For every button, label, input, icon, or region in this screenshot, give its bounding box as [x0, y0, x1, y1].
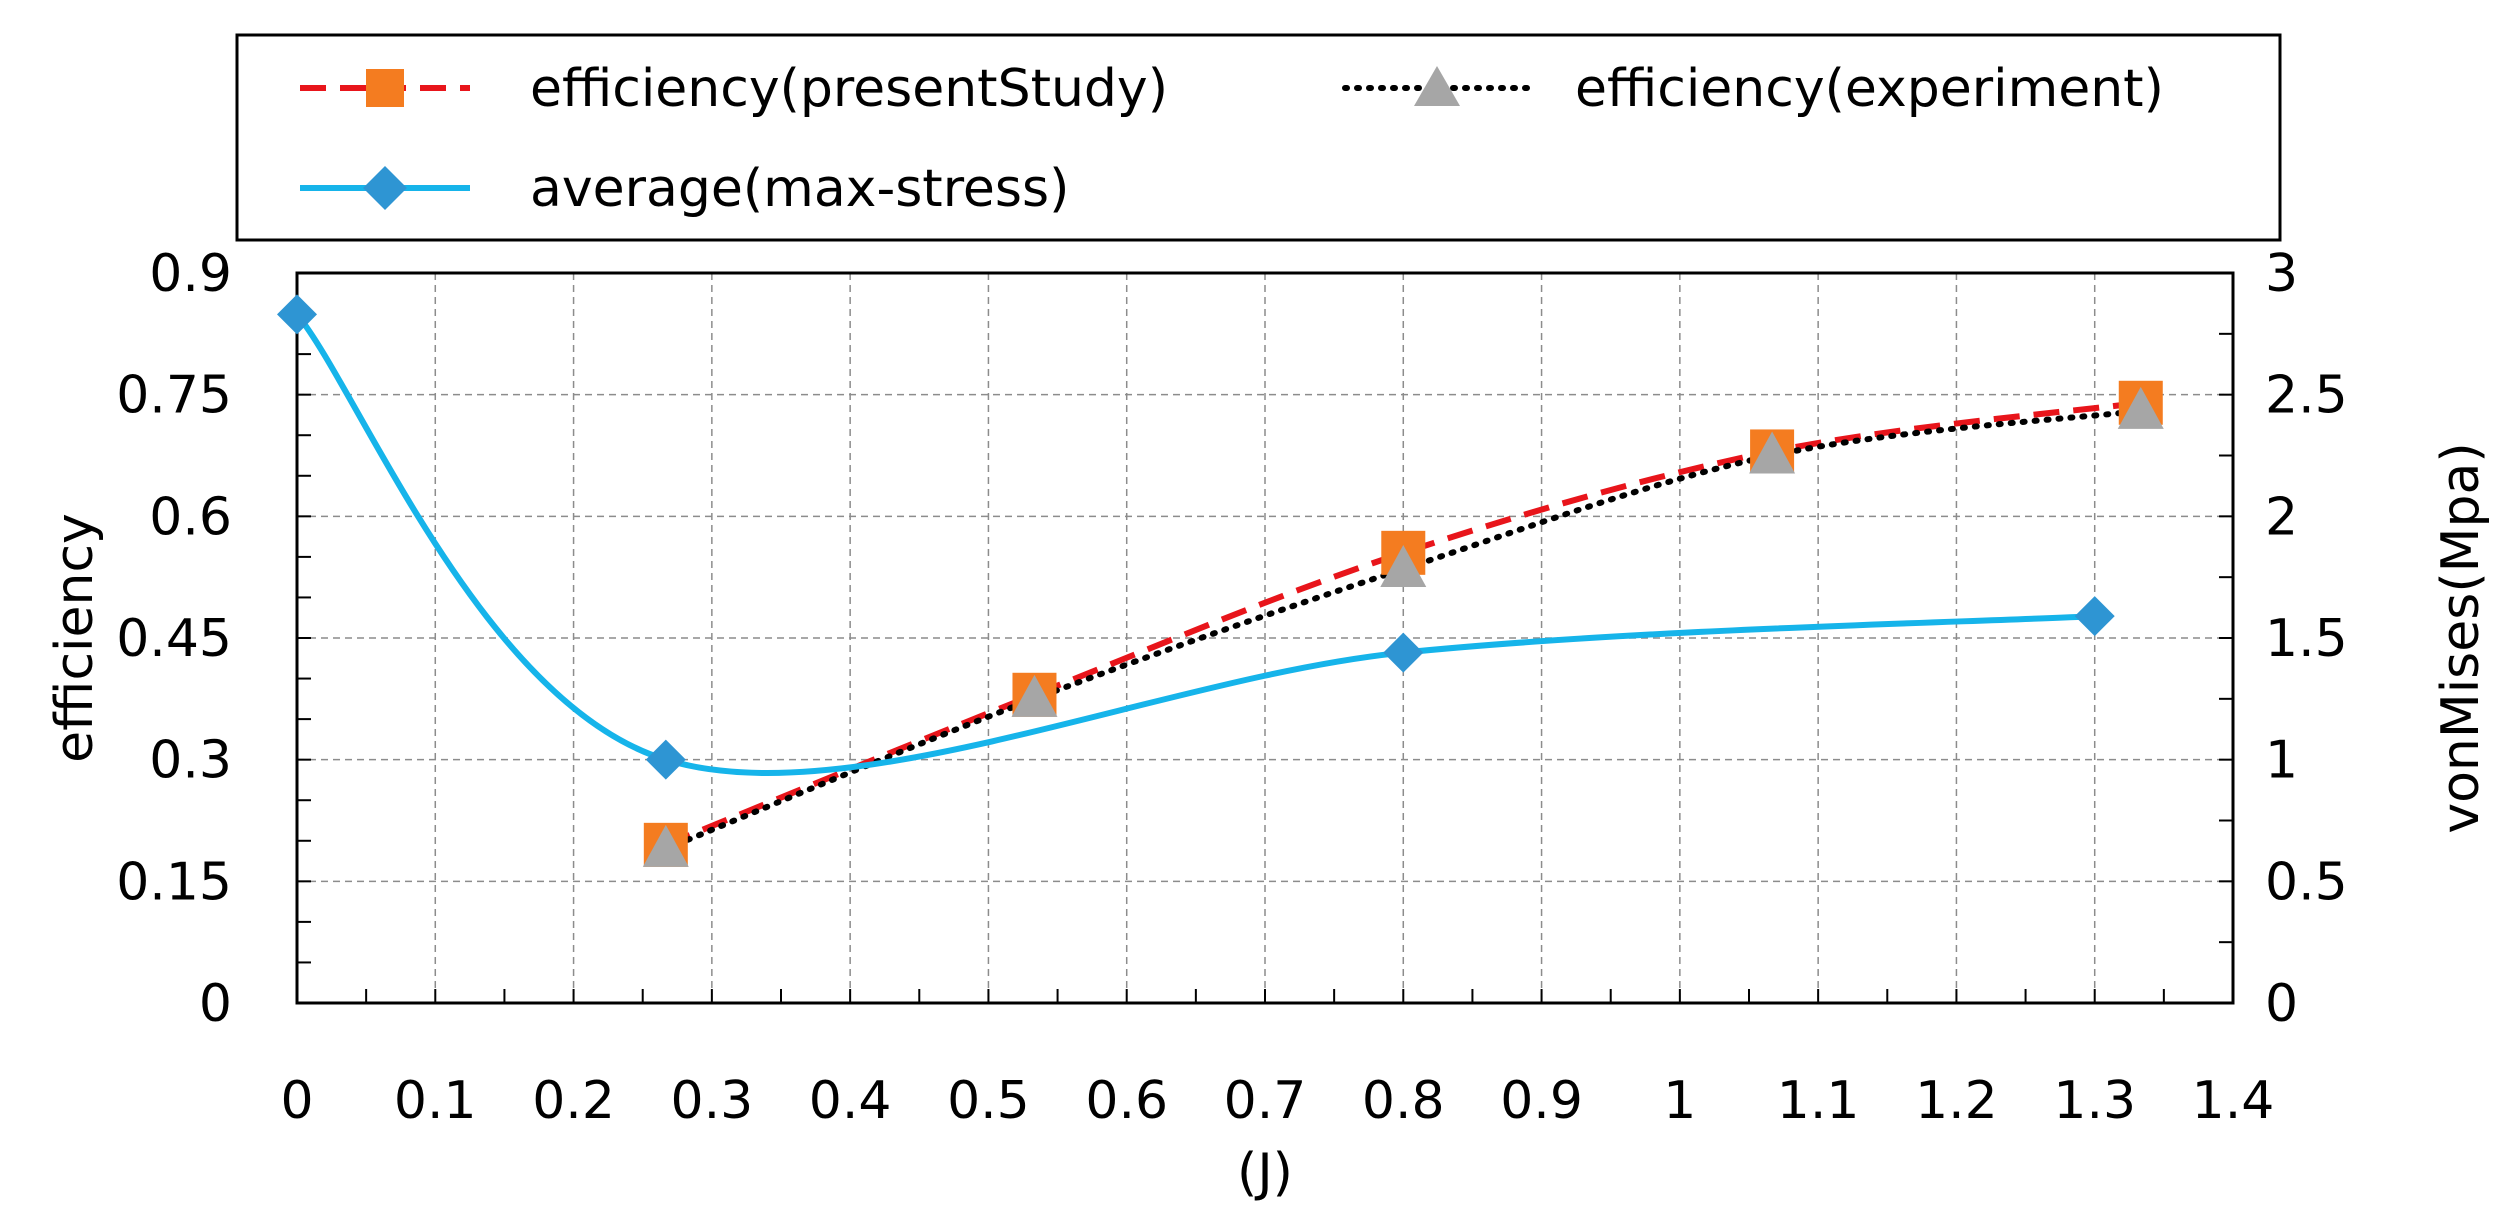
y2-tick-label: 2 — [2265, 487, 2298, 547]
y-tick-label: 0.75 — [116, 366, 232, 426]
legend-marker-triangle — [1414, 66, 1460, 106]
plot-area — [277, 271, 2235, 1005]
y2-tick-label: 0 — [2265, 974, 2298, 1034]
x-tick-label: 0.5 — [947, 1071, 1030, 1131]
y2-tick-label: 1.5 — [2265, 609, 2348, 669]
series-line-present-study — [664, 399, 2142, 848]
x-tick-label: 0.6 — [1085, 1071, 1168, 1131]
y-tick-label: 0 — [199, 974, 232, 1034]
y-tick-label: 0.3 — [149, 731, 232, 791]
x-tick-label: 0.2 — [532, 1071, 615, 1131]
x-tick-label: 0.3 — [671, 1071, 754, 1131]
legend-label-max-stress: average(max-stress) — [530, 159, 1069, 219]
minor-ticks — [296, 272, 2234, 1004]
x-tick-label: 0.4 — [809, 1071, 892, 1131]
y-tick-label: 0.15 — [116, 852, 232, 912]
legend-box — [235, 33, 2282, 242]
x-tick-label: 1.3 — [2053, 1071, 2136, 1131]
series-markers — [277, 294, 2164, 867]
y2-tick-label: 3 — [2265, 244, 2298, 304]
point-max-stress — [277, 294, 317, 335]
point-max-stress — [1383, 632, 1424, 673]
x-tick-label: 0.8 — [1362, 1071, 1445, 1131]
x-tick-labels: 0 0.1 0.2 0.3 0.4 0.5 0.6 0.7 0.8 0.9 1 1.1 1.2 1.3 1.… — [280, 1071, 2274, 1131]
y2-tick-label: 1 — [2265, 731, 2298, 791]
point-experiment — [1749, 431, 1796, 474]
y-tick-label: 0.6 — [149, 487, 232, 547]
y2-tick-labels: 0 0.5 1 1.5 2 2.5 3 — [2265, 244, 2348, 1034]
point-experiment — [2117, 386, 2164, 429]
x-tick-label: 0.1 — [394, 1071, 477, 1131]
grid — [297, 273, 2233, 1003]
y2-axis-label: vonMises(Mpa) — [2431, 442, 2491, 833]
point-max-stress — [2074, 596, 2115, 637]
legend-label-experiment: efficiency(experiment) — [1575, 59, 2164, 119]
y-tick-labels: 0 0.15 0.3 0.45 0.6 0.75 0.9 — [116, 244, 232, 1034]
y2-tick-label: 0.5 — [2265, 852, 2348, 912]
point-experiment — [1380, 545, 1427, 588]
legend-label-present-study: efficiency(presentStudy) — [530, 59, 1168, 119]
x-tick-label: 1.4 — [2192, 1071, 2275, 1131]
x-tick-label: 0.9 — [1500, 1071, 1583, 1131]
x-tick-label: 1.2 — [1915, 1071, 1998, 1131]
x-tick-label: 1 — [1663, 1071, 1696, 1131]
point-experiment — [642, 824, 689, 867]
y-axis-label: efficiency — [45, 513, 105, 763]
point-experiment — [1011, 674, 1058, 717]
series-line-max-stress — [294, 312, 2095, 776]
x-tick-label: 0 — [280, 1071, 313, 1131]
x-tick-label: 1.1 — [1777, 1071, 1860, 1131]
legend: efficiency(presentStudy) efficiency(expe… — [235, 33, 2282, 242]
x-axis-label: (J) — [1237, 1143, 1293, 1203]
point-max-stress — [645, 739, 686, 780]
y-tick-label: 0.9 — [149, 244, 232, 304]
x-tick-label: 0.7 — [1224, 1071, 1307, 1131]
legend-marker-diamond — [363, 166, 407, 210]
legend-marker-square — [366, 69, 404, 107]
y-tick-label: 0.45 — [116, 609, 232, 669]
y2-tick-label: 2.5 — [2265, 366, 2348, 426]
